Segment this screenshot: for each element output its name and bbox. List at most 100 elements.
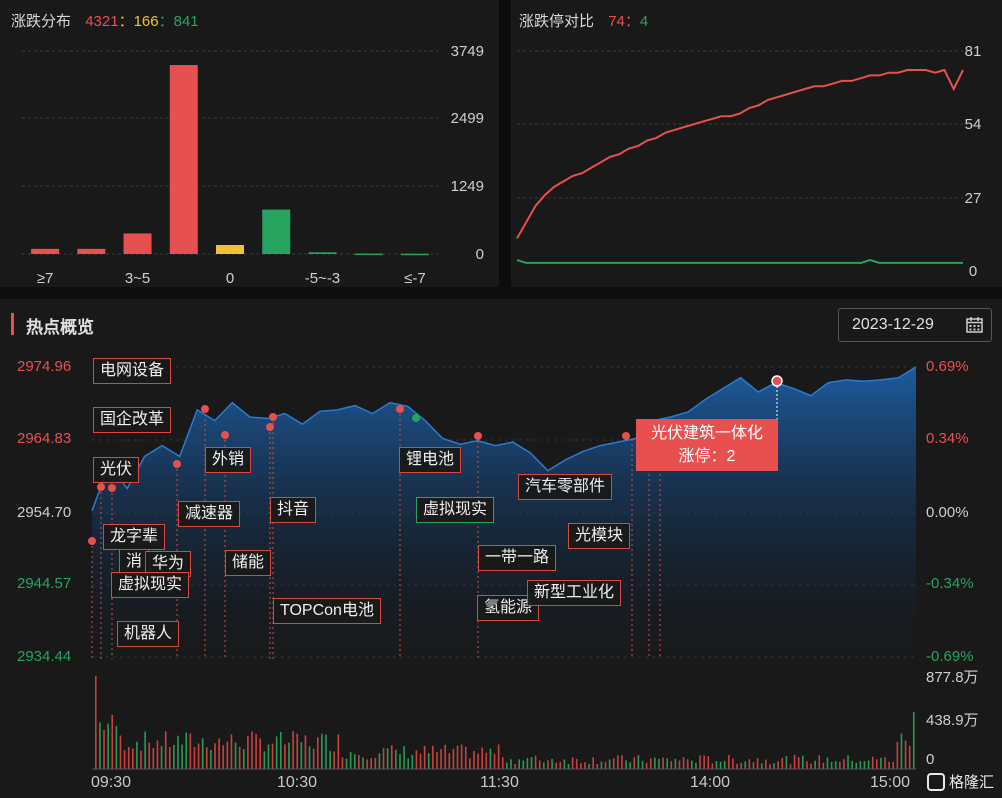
hotspot-tag[interactable]: 减速器 [178,501,241,527]
hotspot-marker [221,431,229,439]
distribution-bar [354,253,383,256]
volume-bar [538,760,541,769]
volume-bar [851,760,853,769]
volume-bar [456,745,459,769]
volume-bar [358,755,360,769]
volume-bar [115,725,118,769]
volume-bar [888,761,890,769]
volume-bar [867,760,870,769]
volume-bar [321,733,323,769]
volume-bar [222,745,225,769]
volume-bar [181,744,183,769]
volume-bar [740,762,742,769]
volume-bar [900,733,903,769]
volume-bar [793,754,796,769]
volume-bar [255,733,257,769]
hotspot-tag[interactable]: 虚拟现实 [416,497,495,523]
volume-bar [699,755,701,769]
hotspot-tag[interactable]: 电网设备 [93,358,172,384]
volume-bar [103,729,105,769]
volume-bar [736,763,738,769]
hotspot-tag[interactable]: 锂电池 [399,447,462,473]
distribution-bar-chart: 3749 2499 1249 0 ≥7 3~5 0 -5~-3 ≤-7 [22,43,484,287]
right-axis-label: -0.34% [926,575,974,592]
volume-bar [419,753,422,769]
volume-bar [592,757,594,769]
volume-axis-label: 877.8万 [926,669,979,686]
date-picker[interactable]: 2023-12-29 [838,308,992,342]
hotspot-tag[interactable]: 氢能源 [477,595,540,621]
volume-bar [473,751,475,769]
separator: ： [624,13,640,30]
volume-bar [378,753,381,769]
volume-bar [234,742,237,769]
volume-bar [390,745,393,769]
volume-bar [152,747,155,769]
hotspot-tag[interactable]: 光伏 [93,457,140,483]
volume-bar [802,755,804,769]
volume-bar [830,761,833,769]
hotspot-tag[interactable]: 机器人 [117,621,180,647]
volume-bar [514,764,516,769]
volume-bar [658,758,660,769]
volume-bar [399,754,401,769]
volume-bar [288,742,290,769]
volume-bar [460,744,463,769]
volume-bar [160,746,163,769]
distribution-panel: 涨跌分布 4321：166：841 3749 2499 1249 0 ≥7 3~5 0 -5~… [0,0,499,287]
hotspot-tag[interactable]: 外销 [205,447,252,473]
highlight-tag[interactable]: 光伏建筑一体化 涨停：2 [636,419,778,471]
volume-bar [904,740,907,769]
hotspot-tag[interactable]: 抖音 [270,497,317,523]
volume-bar [744,761,747,769]
volume-bar [810,763,812,769]
volume-bar [839,761,841,769]
volume-bar [230,734,233,769]
separator: ： [158,13,174,30]
volume-bar [822,762,825,769]
volume-bar [596,763,599,769]
volume-bar [271,743,274,769]
calendar-icon[interactable] [966,317,983,333]
volume-bar [518,759,520,769]
volume-bar [896,741,899,769]
y-tick-label: 2499 [451,110,484,127]
volume-bar [485,752,488,769]
volume-bar [543,762,545,769]
distribution-bar [262,209,291,254]
y-tick-label: 27 [965,190,982,207]
hotspot-tag[interactable]: 一带一路 [478,545,557,571]
volume-bar [448,753,451,769]
hotspot-tag[interactable]: 新型工业化 [527,580,622,606]
hotspot-tag[interactable]: 虚拟现实 [111,572,190,598]
hotspot-tag[interactable]: 国企改革 [93,407,172,433]
volume-bar [477,753,479,769]
distribution-bar [77,248,106,254]
volume-bar [871,756,874,769]
volume-bar [304,735,307,769]
volume-bar [629,762,631,769]
x-tick-label: 3~5 [125,270,150,287]
volume-bar [251,731,253,769]
up-count: 4321 [85,13,119,30]
distribution-title-text: 涨跌分布 [11,13,72,30]
volume-bar [296,733,299,769]
volume-bar [641,760,644,769]
limit-title: 涨跌停对比 74：4 [519,10,648,31]
volume-bar [238,746,241,769]
hotspot-tag[interactable]: TOPCon电池 [273,598,381,624]
volume-bar [876,759,878,769]
volume-bar [530,757,533,769]
distribution-bar [169,65,198,254]
hotspot-tag[interactable]: 光模块 [568,523,631,549]
hotspot-tag[interactable]: 汽车零部件 [518,474,613,500]
volume-bar [789,764,792,769]
limit-line-chart: 81 54 27 0 [516,43,982,280]
volume-bar [756,757,759,769]
volume-bar [432,745,434,769]
hotspot-tag[interactable]: 龙字辈 [103,524,166,550]
hotspot-tag[interactable]: 储能 [225,550,272,576]
volume-bar [707,756,710,769]
distribution-bar [216,245,244,254]
volume-bar [95,675,97,769]
